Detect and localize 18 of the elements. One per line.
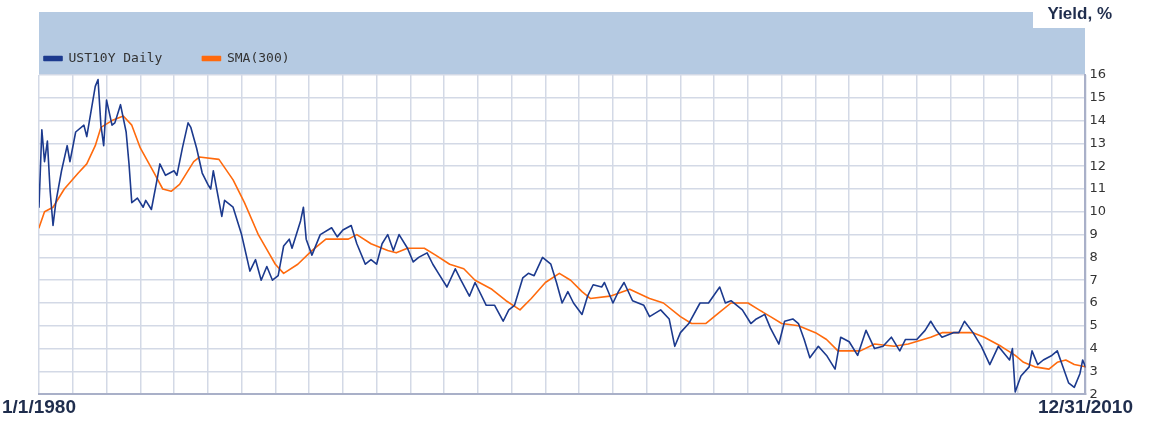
y-tick-label: 8 <box>1089 248 1098 264</box>
y-tick-label: 3 <box>1089 362 1098 378</box>
y-tick-label: 11 <box>1089 180 1106 196</box>
y-tick-label: 16 <box>1089 66 1106 82</box>
y-tick-label: 6 <box>1089 294 1098 310</box>
y-tick-label: 14 <box>1089 111 1106 127</box>
legend-label: UST10Y Daily <box>68 49 163 65</box>
y-tick-label: 5 <box>1089 317 1098 333</box>
y-tick-label: 12 <box>1089 157 1106 173</box>
legend-label: SMA(300) <box>226 49 290 65</box>
y-tick-label: 13 <box>1089 134 1106 150</box>
y-tick-label: 10 <box>1089 203 1106 219</box>
y-tick-label: 4 <box>1089 339 1098 355</box>
y-tick-label: 9 <box>1089 225 1098 241</box>
y-tick-label: 15 <box>1089 89 1106 105</box>
y-axis-title: Yield, % <box>1033 2 1122 28</box>
y-tick-label: 7 <box>1089 271 1098 287</box>
x-tick-label: 1/1/1980 <box>2 395 76 417</box>
